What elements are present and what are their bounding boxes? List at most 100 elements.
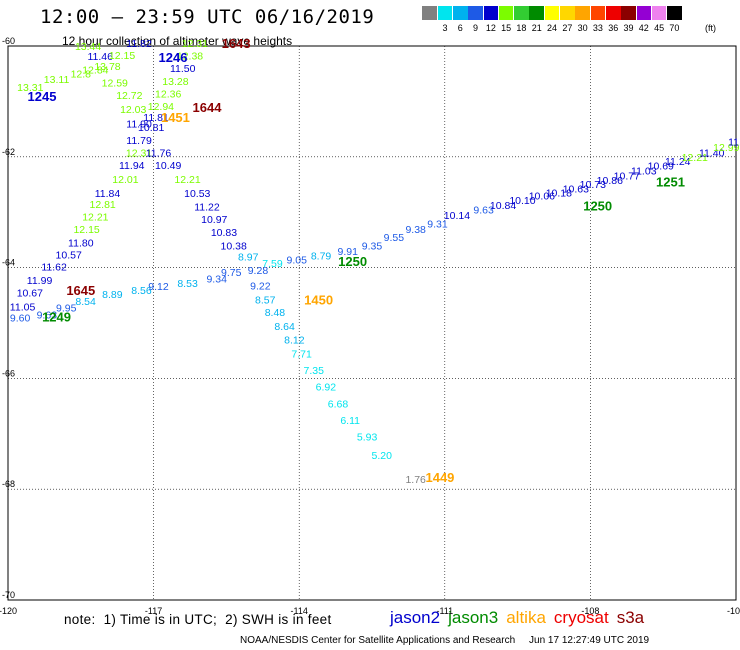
legend-cell: 24: [544, 6, 560, 33]
legend-cell: 27: [560, 6, 575, 33]
wave-height-value: 8.64: [274, 321, 295, 333]
wave-height-value: 11.90: [126, 119, 152, 131]
legend-cell: 12: [483, 6, 499, 33]
x-tick-label: -105: [727, 606, 740, 616]
wave-height-value: 11.82: [126, 38, 152, 50]
wave-height-value: 12.99: [713, 142, 739, 154]
wave-height-value: 10.67: [17, 288, 43, 300]
wave-height-value: 11.05: [10, 301, 36, 313]
pass-time-label: 1251: [656, 175, 685, 190]
wave-height-value: 10.97: [201, 214, 227, 226]
wave-height-value: 10.69: [648, 161, 674, 173]
wave-height-value: 11.40: [699, 147, 725, 159]
wave-height-value: 11.94: [119, 160, 145, 172]
wave-height-value: 12.21: [174, 174, 200, 186]
legend-swatch: [590, 6, 606, 20]
legend-cell: 3: [437, 6, 453, 33]
satellite-jason3: jason3: [448, 608, 499, 627]
legend-label: 24: [547, 23, 558, 33]
wave-height-value: 8.97: [238, 252, 259, 264]
wave-height-value: 9.31: [427, 218, 448, 230]
wave-height-value: 13.44: [75, 41, 101, 53]
wave-height-value: 12.8: [71, 69, 92, 81]
wave-height-value: 12.38: [177, 50, 203, 62]
wave-height-value: 10.73: [580, 179, 606, 191]
wave-height-value: 9.63: [37, 310, 58, 322]
wave-height-value: 8.79: [311, 250, 332, 262]
legend-label: 6: [457, 23, 463, 33]
legend-label: 42: [638, 23, 649, 33]
wave-height-value: 5.93: [357, 432, 378, 444]
wave-height-value: 1.76: [405, 474, 426, 486]
y-tick-label: -64: [2, 258, 15, 268]
wave-height-value: 11.46: [87, 51, 113, 63]
chart-subtitle: 12 hour collection of altimeter wave hei…: [62, 34, 293, 48]
pass-time-label: 1644: [193, 100, 223, 115]
wave-height-value: 10.86: [597, 175, 623, 187]
wave-height-value: 10.81: [138, 122, 164, 134]
legend-label: 39: [623, 23, 634, 33]
wave-height-value: 13.78: [94, 61, 120, 73]
pass-time-label: 1449: [425, 470, 454, 485]
legend-cell: 36: [605, 6, 621, 33]
footer-note: note: 1) Time is in UTC; 2) SWH is in fe…: [64, 612, 332, 627]
legend-cell: 45: [651, 6, 667, 33]
legend-cell: 15: [498, 6, 514, 33]
wave-height-value: 8.89: [102, 289, 123, 301]
wave-height-value: 8.54: [75, 296, 96, 308]
wave-height-value: 9.35: [362, 240, 383, 252]
wave-height-value: 11.81: [143, 112, 169, 124]
legend-swatch: [560, 6, 575, 20]
wave-height-value: 9.05: [287, 254, 308, 266]
wave-height-value: 11.84: [95, 188, 121, 200]
legend-swatch: [575, 6, 590, 20]
y-tick-label: -62: [2, 147, 15, 157]
wave-height-value: 5.20: [371, 450, 392, 462]
pass-time-label: 1250: [583, 199, 612, 214]
satellite-legend: jason2 jason3 altika cryosat s3a: [390, 608, 652, 628]
satellite-cryosat: cryosat: [553, 608, 609, 627]
color-legend: 3 6 9 12 15 18 21 24 27 30 33 36 39 42 45 70: [422, 6, 682, 33]
satellite-s3a: s3a: [616, 608, 645, 627]
wave-height-value: 8.56: [131, 285, 152, 297]
wave-height-value: 10.18: [546, 187, 572, 199]
wave-height-value: 9.55: [384, 232, 405, 244]
pass-time-label: 1246: [159, 50, 188, 65]
pass-time-label: 1249: [42, 309, 71, 324]
legend-label: 9: [473, 23, 479, 33]
wave-height-value: 11.99: [27, 275, 53, 287]
legend-label: 12: [485, 23, 496, 33]
wave-height-value: 12.15: [109, 50, 135, 62]
wave-height-value: 12.15: [73, 224, 99, 236]
wave-height-value: 11.22: [194, 202, 220, 214]
x-tick-label: -114: [291, 606, 308, 616]
wave-height-value: 13.11: [44, 74, 70, 86]
wave-height-value: 11.45: [728, 136, 740, 148]
y-tick-label: -60: [2, 36, 15, 46]
legend-swatch: [636, 6, 652, 20]
wave-height-value: 8.48: [265, 307, 286, 319]
legend-cell: 9: [468, 6, 483, 33]
footer-credit: NOAA/NESDIS Center for Satellite Applica…: [240, 635, 650, 646]
wave-height-value: 10.84: [490, 200, 516, 212]
legend-cell: 21: [529, 6, 545, 33]
legend-swatch: [422, 6, 437, 20]
wave-height-value: 12.01: [112, 174, 138, 186]
legend-cell: 39: [621, 6, 636, 33]
wave-height-value: 12.59: [102, 78, 128, 90]
wave-height-value: 7.71: [291, 348, 312, 360]
legend-swatch: [468, 6, 483, 20]
legend-label: 33: [592, 23, 603, 33]
legend-label: 18: [516, 23, 527, 33]
satellite-altika: altika: [506, 608, 546, 627]
wave-height-value: 11.62: [41, 261, 67, 273]
wave-height-value: 9.63: [473, 204, 494, 216]
wave-height-value: 12.21: [682, 152, 708, 164]
legend-cell: 70: [667, 6, 682, 33]
wave-height-value: 9.38: [405, 224, 426, 236]
wave-height-value: 11.03: [631, 166, 657, 178]
wave-height-value: 10.14: [444, 210, 470, 222]
pass-time-label: 1645: [66, 283, 95, 298]
legend-swatch: [621, 6, 636, 20]
legend-swatch: [529, 6, 545, 20]
